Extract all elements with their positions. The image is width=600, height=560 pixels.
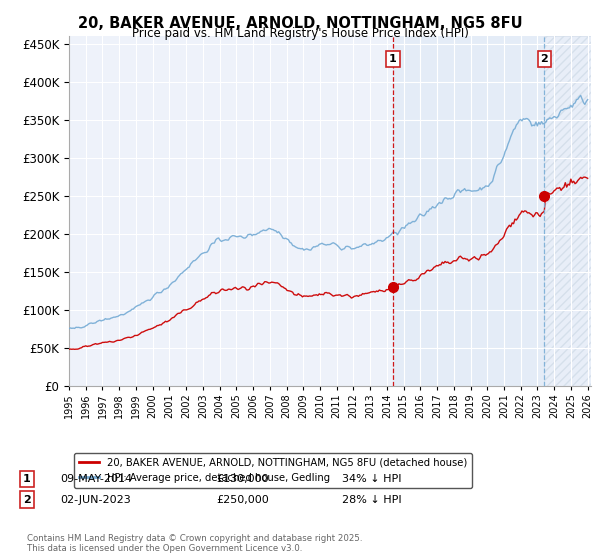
Text: 02-JUN-2023: 02-JUN-2023 bbox=[60, 494, 131, 505]
Legend: 20, BAKER AVENUE, ARNOLD, NOTTINGHAM, NG5 8FU (detached house), HPI: Average pri: 20, BAKER AVENUE, ARNOLD, NOTTINGHAM, NG… bbox=[74, 452, 472, 488]
Text: 28% ↓ HPI: 28% ↓ HPI bbox=[342, 494, 401, 505]
Text: 2: 2 bbox=[23, 494, 31, 505]
Bar bbox=[393, 36, 544, 386]
Bar bbox=[544, 36, 591, 386]
Bar bbox=[544, 36, 591, 386]
Text: 09-MAY-2014: 09-MAY-2014 bbox=[60, 474, 132, 484]
Text: 2: 2 bbox=[541, 54, 548, 64]
Text: 1: 1 bbox=[23, 474, 31, 484]
Text: Contains HM Land Registry data © Crown copyright and database right 2025.
This d: Contains HM Land Registry data © Crown c… bbox=[27, 534, 362, 553]
Text: £130,000: £130,000 bbox=[216, 474, 269, 484]
Text: £250,000: £250,000 bbox=[216, 494, 269, 505]
Text: 20, BAKER AVENUE, ARNOLD, NOTTINGHAM, NG5 8FU: 20, BAKER AVENUE, ARNOLD, NOTTINGHAM, NG… bbox=[77, 16, 523, 31]
Text: 34% ↓ HPI: 34% ↓ HPI bbox=[342, 474, 401, 484]
Text: 1: 1 bbox=[389, 54, 397, 64]
Text: Price paid vs. HM Land Registry's House Price Index (HPI): Price paid vs. HM Land Registry's House … bbox=[131, 27, 469, 40]
